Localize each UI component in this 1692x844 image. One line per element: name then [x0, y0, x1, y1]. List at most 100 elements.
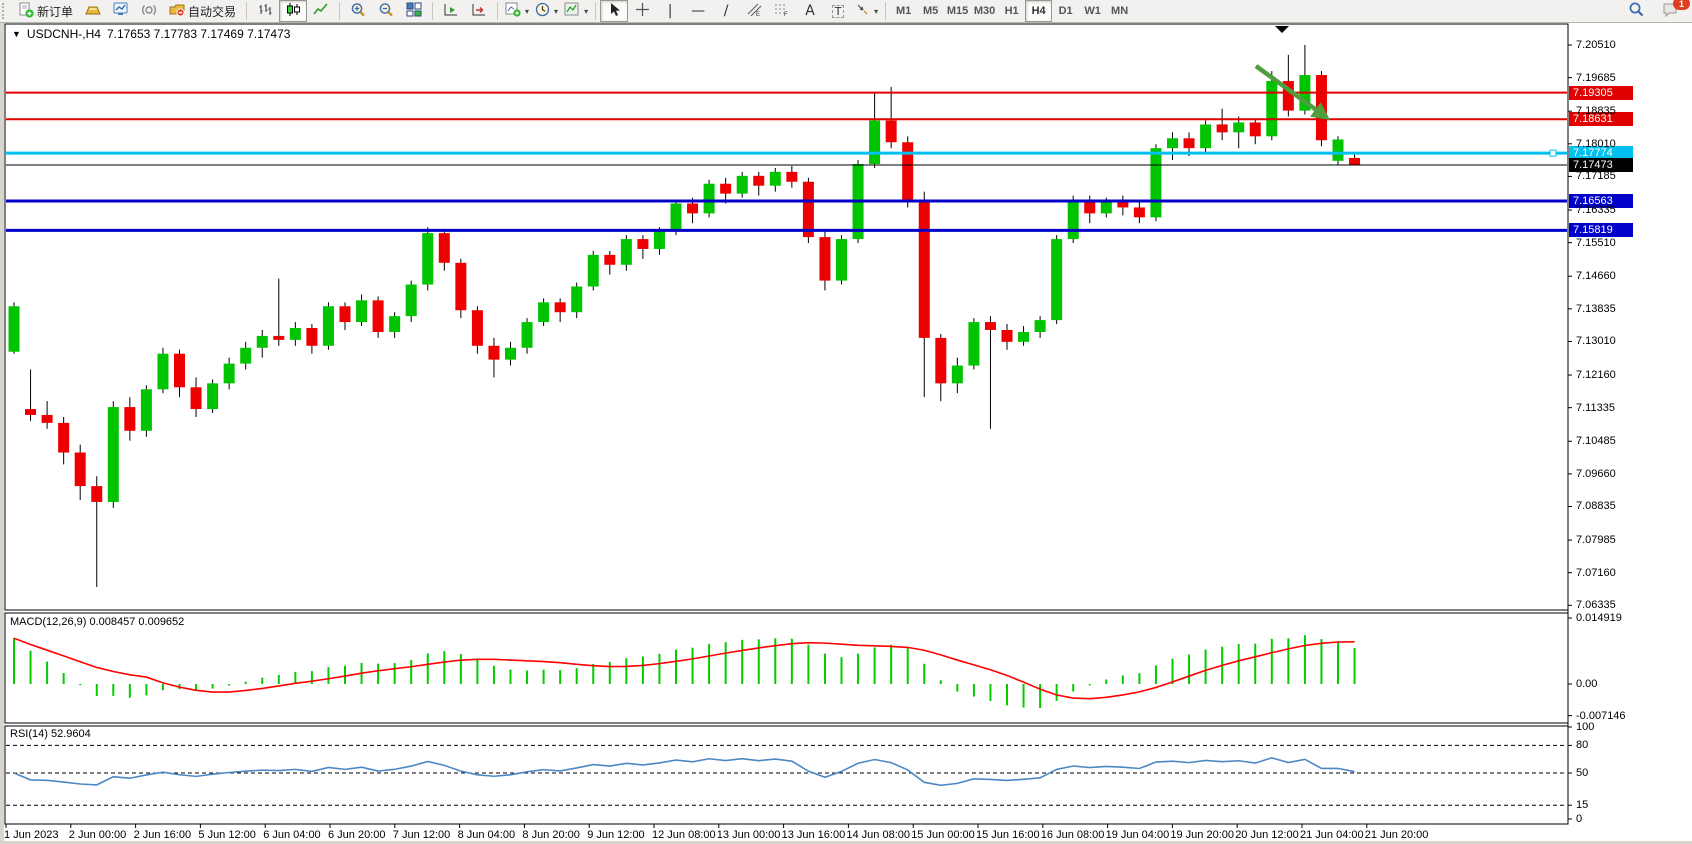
bearish-candle[interactable]	[455, 262, 467, 311]
bearish-candle[interactable]	[1216, 124, 1228, 133]
bearish-candle[interactable]	[902, 142, 914, 200]
bearish-candle[interactable]	[1349, 157, 1361, 166]
line-chart-mode-button[interactable]	[307, 0, 335, 22]
trend-arrow-annotation[interactable]	[1254, 64, 1324, 116]
bullish-candle[interactable]	[1332, 139, 1344, 161]
bearish-candle[interactable]	[720, 183, 732, 194]
bullish-candle[interactable]	[1034, 320, 1046, 332]
bearish-candle[interactable]	[74, 452, 86, 487]
trend-arrow-head[interactable]	[1310, 102, 1330, 120]
bearish-candle[interactable]	[753, 175, 765, 186]
bullish-candle[interactable]	[1051, 239, 1063, 321]
fibonacci-tool-button[interactable]: F	[768, 0, 796, 22]
chart-dropdown-icon[interactable]: ▼	[12, 29, 21, 39]
horizontal-line-tool-button[interactable]: —	[684, 0, 712, 22]
timeframe-m15-button[interactable]: M15	[946, 5, 969, 17]
bullish-candle[interactable]	[356, 300, 368, 323]
vertical-line-tool-button[interactable]: |	[656, 0, 684, 22]
bearish-candle[interactable]	[488, 345, 500, 360]
notifications-button[interactable]: 1	[1656, 0, 1690, 22]
bullish-candle[interactable]	[620, 239, 632, 265]
chart-shift-button[interactable]	[465, 0, 493, 22]
bullish-candle[interactable]	[538, 302, 550, 323]
bearish-candle[interactable]	[1249, 122, 1261, 137]
bearish-candle[interactable]	[372, 300, 384, 332]
price-chart-button[interactable]	[79, 0, 107, 22]
bearish-candle[interactable]	[41, 414, 53, 423]
bearish-candle[interactable]	[984, 322, 996, 330]
bullish-candle[interactable]	[703, 183, 715, 214]
bearish-candle[interactable]	[802, 181, 814, 238]
bullish-candle[interactable]	[736, 175, 748, 194]
bearish-candle[interactable]	[1117, 201, 1129, 208]
bearish-candle[interactable]	[819, 237, 831, 281]
candlestick-mode-button[interactable]	[279, 0, 308, 22]
bullish-candle[interactable]	[521, 322, 533, 348]
trendline-tool-button[interactable]: /	[712, 0, 740, 22]
bearish-candle[interactable]	[438, 233, 450, 263]
bullish-candle[interactable]	[1200, 124, 1212, 149]
bearish-candle[interactable]	[124, 407, 136, 431]
bullish-candle[interactable]	[968, 322, 980, 366]
bullish-candle[interactable]	[107, 407, 119, 502]
bullish-candle[interactable]	[1150, 148, 1162, 218]
bearish-candle[interactable]	[91, 486, 103, 502]
bearish-candle[interactable]	[58, 422, 70, 453]
templates-button[interactable]: ▾	[561, 0, 591, 22]
bearish-candle[interactable]	[918, 199, 930, 338]
bullish-candle[interactable]	[157, 353, 169, 390]
timeframe-mn-button[interactable]: MN	[1111, 5, 1129, 17]
bearish-candle[interactable]	[1282, 80, 1294, 111]
bullish-candle[interactable]	[1018, 331, 1030, 342]
bullish-candle[interactable]	[951, 365, 963, 384]
bullish-candle[interactable]	[422, 233, 434, 285]
timeframe-m30-button[interactable]: M30	[973, 5, 996, 17]
bullish-candle[interactable]	[653, 231, 665, 249]
periods-button[interactable]: ▾	[532, 0, 561, 22]
new-order-button[interactable]: 新订单	[12, 0, 79, 22]
bearish-candle[interactable]	[174, 353, 185, 388]
indicators-button[interactable]: ▾	[502, 0, 532, 22]
bullish-candle[interactable]	[1266, 80, 1278, 137]
bullish-candle[interactable]	[1167, 138, 1178, 149]
bearish-candle[interactable]	[25, 409, 37, 415]
bearish-candle[interactable]	[604, 254, 616, 265]
bullish-candle[interactable]	[571, 286, 583, 313]
bullish-candle[interactable]	[869, 120, 881, 164]
bearish-candle[interactable]	[885, 120, 897, 143]
bullish-candle[interactable]	[223, 363, 235, 384]
bullish-candle[interactable]	[256, 335, 268, 348]
crosshair-tool-button[interactable]	[628, 0, 656, 22]
bullish-candle[interactable]	[405, 284, 417, 317]
bearish-candle[interactable]	[637, 239, 649, 249]
toolbar-grip[interactable]	[2, 3, 9, 19]
bearish-candle[interactable]	[687, 203, 699, 214]
bearish-candle[interactable]	[1183, 138, 1195, 149]
bearish-candle[interactable]	[786, 171, 798, 182]
bullish-candle[interactable]	[836, 239, 847, 281]
bullish-candle[interactable]	[587, 254, 599, 287]
bullish-candle[interactable]	[322, 306, 334, 346]
zoom-out-button[interactable]	[372, 0, 400, 22]
zoom-in-button[interactable]	[344, 0, 372, 22]
search-button[interactable]	[1622, 0, 1650, 22]
timeframe-h1-button[interactable]: H1	[1004, 5, 1019, 17]
bullish-candle[interactable]	[240, 347, 252, 364]
bearish-candle[interactable]	[554, 302, 566, 313]
bullish-candle[interactable]	[1100, 201, 1112, 214]
bearish-candle[interactable]	[1084, 199, 1096, 214]
bullish-candle[interactable]	[769, 171, 781, 186]
bar-chart-mode-button[interactable]	[251, 0, 279, 22]
market-depth-button[interactable]	[107, 0, 135, 22]
chart-title[interactable]: ▼ USDCNH-,H4 7.17653 7.17783 7.17469 7.1…	[12, 27, 290, 41]
cursor-tool-button[interactable]	[600, 0, 629, 22]
bullish-candle[interactable]	[207, 383, 219, 410]
auto-scroll-button[interactable]	[437, 0, 465, 22]
bullish-candle[interactable]	[389, 316, 401, 332]
bearish-candle[interactable]	[339, 306, 351, 323]
timeframe-m1-button[interactable]: M1	[895, 5, 912, 17]
candlestick-chart[interactable]	[0, 23, 1692, 844]
bearish-candle[interactable]	[471, 310, 483, 346]
channel-tool-button[interactable]: E	[740, 0, 768, 22]
auto-trading-button[interactable]: 自动交易	[163, 0, 242, 22]
